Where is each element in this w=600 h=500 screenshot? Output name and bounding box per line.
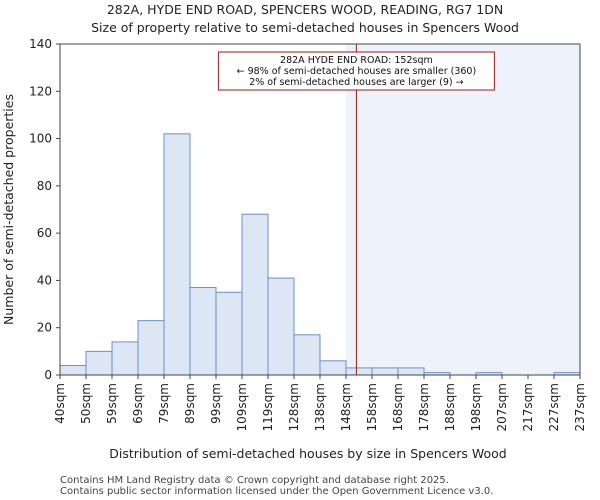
x-tick-label-217sqm: 217sqm [521,383,535,431]
bar-109sqm [241,213,269,376]
chart-subtitle: Size of property relative to semi-detach… [91,20,519,35]
x-tick-label-69sqm: 69sqm [131,383,145,424]
annotation-line-3: 2% of semi-detached houses are larger (9… [249,77,463,88]
y-axis-label: Number of semi-detached properties [1,94,16,325]
y-tick-label-100: 100 [29,132,52,146]
x-tick-label-168sqm: 168sqm [391,383,405,431]
x-tick-label-99sqm: 99sqm [209,383,223,424]
annotation-box: 282A HYDE END ROAD: 152sqm ← 98% of semi… [217,51,495,91]
x-tick-label-89sqm: 89sqm [183,383,197,424]
x-tick-label-237sqm: 237sqm [573,383,587,431]
bar-59sqm [111,341,139,376]
bar-89sqm [189,287,217,376]
x-tick-label-40sqm: 40sqm [53,383,67,424]
y-tick-label-40: 40 [37,273,52,287]
bar-69sqm [137,320,165,376]
bar-128sqm [293,334,321,376]
x-ticks: 40sqm 50sqm 59sqm 69sqm 79sqm 89sqm 99sqm 109sq… [53,375,587,431]
bar-99sqm [215,291,243,376]
bar-158sqm [371,367,399,376]
x-tick-label-79sqm: 79sqm [157,383,171,424]
x-tick-label-198sqm: 198sqm [469,383,483,431]
bar-119sqm [267,277,295,376]
y-tick-label-140: 140 [29,37,52,51]
chart-title: 282A, HYDE END ROAD, SPENCERS WOOD, READ… [107,2,503,17]
y-tick-label-80: 80 [37,179,52,193]
x-tick-label-109sqm: 109sqm [235,383,249,431]
y-ticks: 0 20 40 60 80 100 120 140 [29,37,60,382]
y-tick-label-0: 0 [44,368,52,382]
bar-168sqm [397,367,425,376]
bar-138sqm [319,360,347,376]
x-tick-label-178sqm: 178sqm [417,383,431,431]
highlight-region [346,44,580,375]
x-tick-label-158sqm: 158sqm [365,383,379,431]
bar-148sqm [345,367,373,376]
x-tick-label-59sqm: 59sqm [105,383,119,424]
x-tick-label-148sqm: 148sqm [339,383,353,431]
x-tick-label-207sqm: 207sqm [495,383,509,431]
x-tick-label-119sqm: 119sqm [261,383,275,431]
bar-79sqm [163,133,191,376]
x-tick-label-128sqm: 128sqm [287,383,301,431]
x-tick-label-50sqm: 50sqm [79,383,93,424]
x-tick-label-138sqm: 138sqm [313,383,327,431]
y-tick-label-60: 60 [37,226,52,240]
annotation-rect [217,51,495,91]
x-tick-label-227sqm: 227sqm [547,383,561,431]
x-tick-label-188sqm: 188sqm [443,383,457,431]
footer-line-1: Contains HM Land Registry data © Crown c… [60,475,449,486]
x-axis-label: Distribution of semi-detached houses by … [109,446,506,461]
footer-line-2: Contains public sector information licen… [60,486,493,497]
annotation-line-2: ← 98% of semi-detached houses are smalle… [237,66,477,77]
bars [59,133,581,376]
y-tick-label-120: 120 [29,84,52,98]
y-tick-label-20: 20 [37,321,52,335]
annotation-line-1: 282A HYDE END ROAD: 152sqm [280,55,433,66]
bar-40sqm [59,365,87,376]
bar-50sqm [85,350,113,376]
